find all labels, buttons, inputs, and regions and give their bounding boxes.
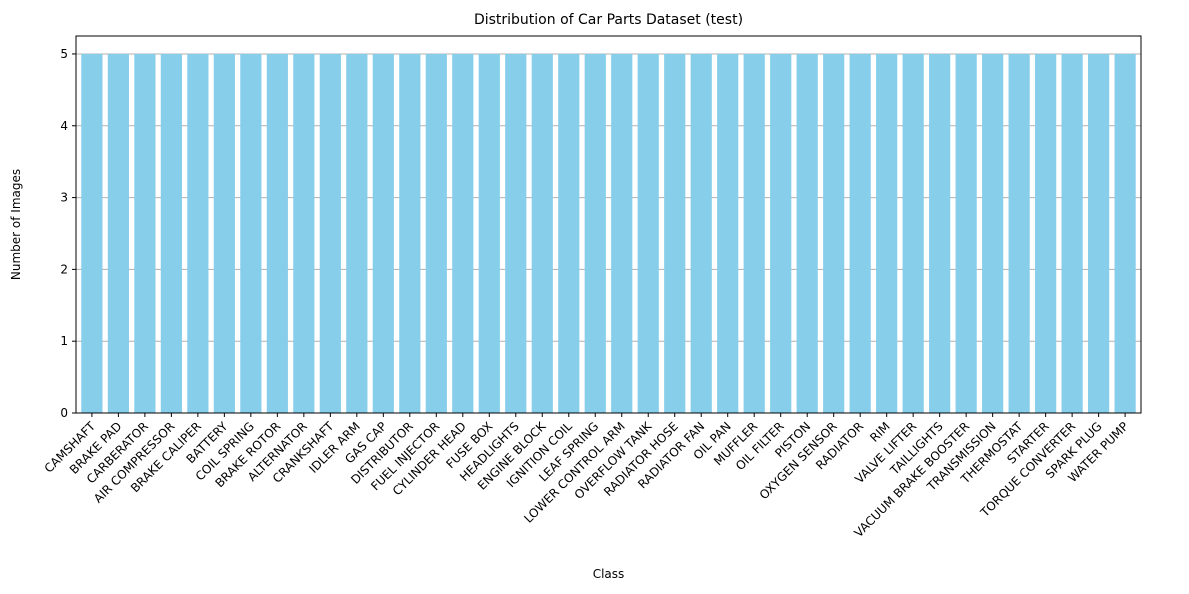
y-tick-label: 4 <box>60 119 68 133</box>
bar <box>955 53 977 413</box>
bar <box>531 53 553 413</box>
bar <box>452 53 474 413</box>
axes-frame <box>75 35 1142 414</box>
bar <box>558 53 580 413</box>
bar <box>1114 53 1136 413</box>
x-axis-label: Class <box>593 567 625 581</box>
bar <box>399 53 421 413</box>
bars <box>81 53 1136 413</box>
y-tick-label: 1 <box>60 334 68 348</box>
bar <box>240 53 262 413</box>
bar <box>346 53 368 413</box>
bar <box>425 53 447 413</box>
bar <box>717 53 739 413</box>
bar <box>849 53 871 413</box>
y-tick-label: 2 <box>60 262 68 276</box>
bar <box>1088 53 1110 413</box>
bar <box>505 53 527 413</box>
bar <box>81 53 103 413</box>
y-tick-label: 3 <box>60 191 68 205</box>
bar <box>187 53 209 413</box>
bar <box>664 53 686 413</box>
bar <box>637 53 659 413</box>
bar <box>107 53 129 413</box>
bar <box>319 53 341 413</box>
bar <box>1035 53 1057 413</box>
bar <box>478 53 500 413</box>
bar <box>584 53 606 413</box>
bar <box>213 53 235 413</box>
y-axis-ticks: 0 1 2 3 4 5 <box>60 47 76 420</box>
bar <box>134 53 156 413</box>
y-axis-label: Number of Images <box>9 169 23 280</box>
y-tick-label: 5 <box>60 47 68 61</box>
bar <box>372 53 394 413</box>
bar <box>293 53 315 413</box>
bar <box>876 53 898 413</box>
bar <box>902 53 924 413</box>
bar <box>823 53 845 413</box>
bar <box>743 53 765 413</box>
bar <box>1061 53 1083 413</box>
chart-title: Distribution of Car Parts Dataset (test) <box>474 12 743 28</box>
bar <box>770 53 792 413</box>
bar <box>1008 53 1030 413</box>
bar <box>796 53 818 413</box>
bar <box>611 53 633 413</box>
bar <box>690 53 712 413</box>
bar <box>929 53 951 413</box>
bar <box>266 53 288 413</box>
bar <box>160 53 182 413</box>
bar <box>982 53 1004 413</box>
y-tick-label: 0 <box>60 406 68 420</box>
